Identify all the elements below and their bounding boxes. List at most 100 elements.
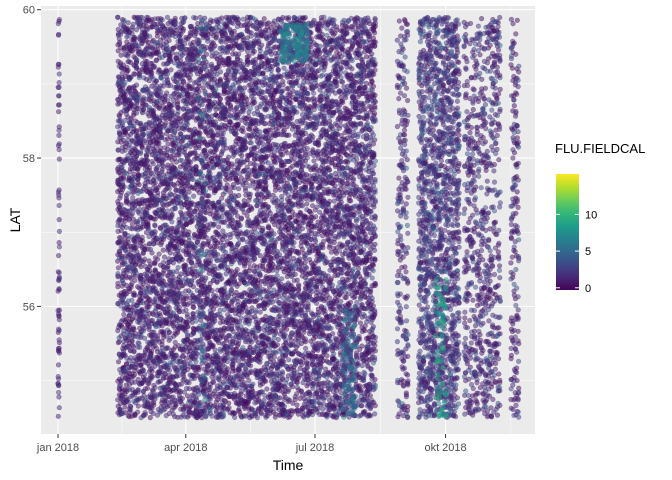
data-point xyxy=(213,86,219,93)
data-point xyxy=(144,385,151,391)
data-point xyxy=(152,63,158,70)
data-point xyxy=(219,39,225,45)
data-point xyxy=(210,342,216,349)
data-point xyxy=(128,116,134,122)
data-point xyxy=(160,247,166,253)
data-point xyxy=(164,90,170,96)
data-point xyxy=(228,287,234,294)
data-point xyxy=(145,86,151,92)
data-point xyxy=(235,358,241,364)
data-point xyxy=(56,217,62,223)
data-point xyxy=(203,234,209,241)
data-point xyxy=(161,259,167,266)
data-point xyxy=(207,171,213,177)
data-point xyxy=(241,85,248,91)
data-point xyxy=(56,156,62,162)
data-point xyxy=(224,182,230,188)
data-point xyxy=(240,109,246,115)
data-point xyxy=(129,316,135,323)
data-point xyxy=(147,415,153,421)
data-point xyxy=(135,98,141,104)
data-point xyxy=(224,358,230,365)
data-point xyxy=(196,145,202,151)
data-point xyxy=(156,140,162,146)
data-point xyxy=(183,296,189,302)
data-point xyxy=(176,304,182,311)
data-point xyxy=(213,119,219,125)
data-point xyxy=(234,267,240,273)
data-point xyxy=(176,245,182,251)
data-point xyxy=(236,192,242,199)
data-point xyxy=(118,303,124,309)
data-point xyxy=(173,20,179,27)
data-point xyxy=(125,67,131,73)
data-point xyxy=(216,377,222,383)
data-point xyxy=(202,217,208,223)
data-point xyxy=(223,249,229,255)
data-point xyxy=(55,253,62,259)
data-point xyxy=(186,380,192,386)
data-point xyxy=(225,366,231,372)
data-point xyxy=(56,127,62,133)
data-point xyxy=(163,398,169,404)
data-point xyxy=(56,192,62,198)
data-point xyxy=(209,288,215,294)
data-point xyxy=(115,273,121,279)
data-point xyxy=(167,185,173,191)
data-point xyxy=(159,17,165,23)
data-point xyxy=(122,404,128,410)
data-point xyxy=(56,394,62,400)
data-point xyxy=(142,256,148,262)
data-point xyxy=(164,14,171,20)
data-point xyxy=(130,21,136,27)
data-point xyxy=(127,403,134,409)
data-point xyxy=(193,358,199,365)
data-point xyxy=(161,254,168,260)
data-point xyxy=(166,330,172,336)
data-point xyxy=(231,185,237,191)
data-point xyxy=(139,143,145,149)
data-point xyxy=(167,250,173,256)
data-point xyxy=(179,256,185,263)
data-point xyxy=(238,216,244,222)
data-point xyxy=(142,371,148,378)
data-point xyxy=(188,260,195,266)
data-point xyxy=(217,69,224,75)
data-point xyxy=(207,396,213,402)
data-point xyxy=(228,163,234,169)
data-point xyxy=(169,50,175,56)
data-point xyxy=(193,318,199,324)
data-point xyxy=(141,106,147,113)
data-point xyxy=(55,31,62,38)
data-point xyxy=(177,199,183,205)
data-point xyxy=(131,326,137,332)
data-point xyxy=(212,43,218,49)
data-point xyxy=(236,51,242,57)
data-point xyxy=(193,65,199,71)
data-point xyxy=(183,355,189,362)
data-point xyxy=(235,299,241,305)
data-point xyxy=(170,274,176,280)
data-point xyxy=(55,362,62,368)
data-point xyxy=(133,127,139,134)
data-point xyxy=(211,221,217,227)
data-point xyxy=(184,121,191,127)
data-point xyxy=(216,24,222,30)
data-point xyxy=(186,229,192,235)
data-point xyxy=(206,193,212,199)
data-point xyxy=(213,35,219,41)
data-point xyxy=(237,368,243,374)
data-point xyxy=(177,219,183,225)
data-point xyxy=(207,260,213,267)
data-point xyxy=(214,132,220,138)
data-point xyxy=(203,210,209,216)
data-point xyxy=(240,129,246,135)
data-point xyxy=(167,82,174,89)
data-point xyxy=(56,270,62,276)
data-point xyxy=(238,391,244,397)
data-point xyxy=(133,59,139,65)
data-point xyxy=(197,130,203,136)
data-point xyxy=(154,33,160,39)
data-point xyxy=(115,328,121,334)
